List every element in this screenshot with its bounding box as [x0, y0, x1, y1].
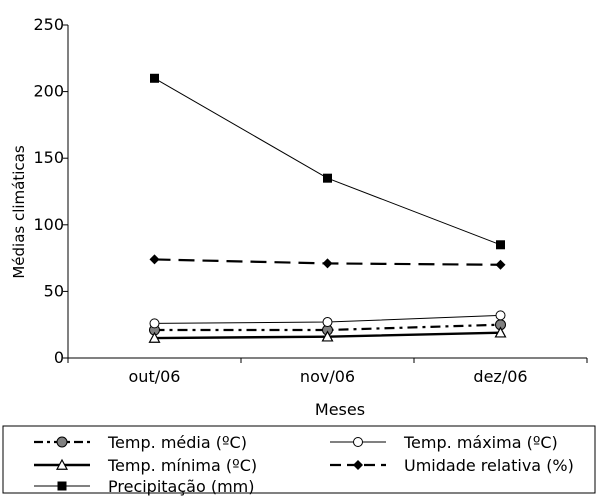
legend-marker [57, 481, 67, 491]
y-axis-label: Médias climáticas [10, 145, 28, 279]
series-3 [149, 254, 506, 270]
data-point [494, 326, 507, 338]
series-1 [149, 310, 506, 329]
legend-item: Temp. média (ºC) [34, 433, 247, 452]
y-tick-label: 250 [33, 15, 64, 34]
data-point [148, 331, 161, 343]
y-tick-label: 100 [33, 215, 64, 234]
legend-label: Umidade relativa (%) [404, 456, 574, 475]
x-tick-label: dez/06 [473, 367, 527, 386]
data-point [321, 330, 334, 342]
legend-item: Temp. máxima (ºC) [330, 433, 558, 452]
legend-marker [353, 460, 363, 470]
data-point [149, 254, 160, 265]
data-point [495, 259, 506, 270]
legend-item: Precipitação (mm) [34, 477, 255, 496]
x-tick-label: nov/06 [300, 367, 355, 386]
data-point [496, 240, 505, 250]
series-4 [150, 73, 505, 250]
axes: 0 50 100 150 200 250 out/06 nov/06 dez/06 [33, 15, 588, 386]
data-point [150, 73, 159, 83]
data-point [323, 173, 332, 183]
legend-label: Precipitação (mm) [108, 477, 255, 496]
legend-marker [56, 436, 68, 448]
legend-box [2, 425, 596, 494]
legend-label: Temp. média (ºC) [107, 433, 247, 452]
legend-item: Umidade relativa (%) [330, 456, 574, 475]
y-tick-label: 200 [33, 82, 64, 101]
data-point [322, 258, 333, 269]
y-tick-label: 0 [54, 348, 64, 367]
legend-marker [353, 437, 363, 447]
data-point [149, 318, 160, 329]
x-tick-label: out/06 [129, 367, 181, 386]
legend: Temp. média (ºC) Temp. máxima (ºC) Temp. m… [2, 425, 596, 496]
legend-label: Temp. máxima (ºC) [403, 433, 558, 452]
legend-marker [55, 458, 69, 470]
y-tick-label: 50 [44, 281, 64, 300]
legend-item: Temp. mínima (ºC) [34, 456, 257, 475]
data-point [322, 317, 333, 328]
y-tick-label: 150 [33, 148, 64, 167]
legend-label: Temp. mínima (ºC) [107, 456, 257, 475]
series-2 [148, 326, 507, 343]
x-axis-label: Meses [315, 400, 365, 419]
data-point [495, 310, 506, 321]
series-line [154, 77, 501, 246]
series-layer [148, 73, 507, 343]
